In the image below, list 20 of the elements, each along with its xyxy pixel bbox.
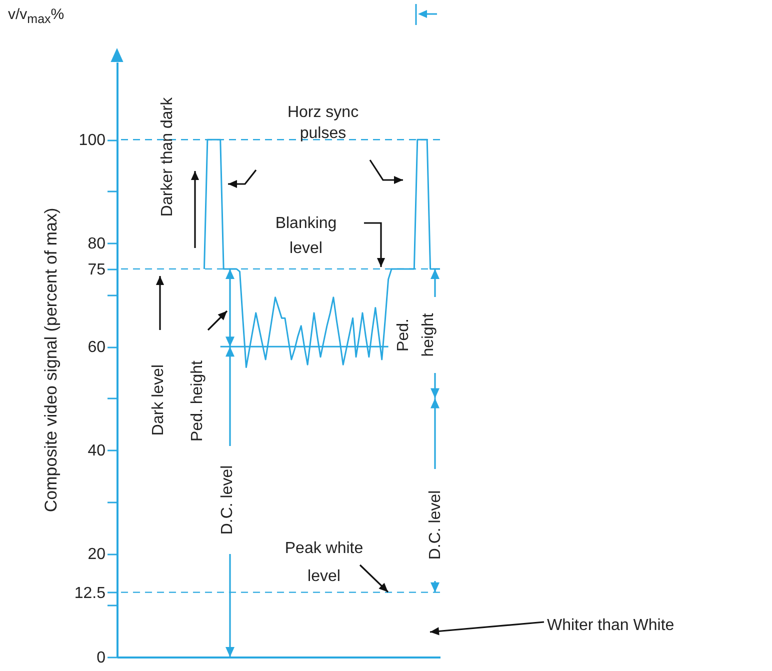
- annotation: Dark level: [150, 364, 167, 436]
- annotation: Blanking level: [275, 215, 337, 257]
- y-tick-label: 80: [88, 236, 106, 253]
- text: v/v$_{max}$%: [8, 6, 64, 26]
- annotation: D.C. level: [219, 465, 236, 535]
- annotation: Horz sync pulses: [287, 104, 359, 142]
- y-tick-label: 12.5: [74, 584, 106, 602]
- y-tick-label: 0: [96, 650, 106, 666]
- y-tick-label: 40: [88, 442, 106, 460]
- annotation: Ped. height: [395, 312, 437, 357]
- annotation: Darker than dark: [159, 96, 176, 217]
- y-tick-label: 20: [88, 546, 106, 564]
- annotation: Ped. height: [189, 360, 206, 442]
- annotation: Peak white level: [284, 540, 364, 585]
- y-tick-label: 75: [88, 261, 106, 278]
- y-axis-title: Composite video signal (percent of max): [41, 208, 60, 512]
- y-tick-label: 60: [88, 339, 106, 356]
- y-tick-label: 100: [78, 132, 106, 150]
- annotation: D.C. level: [427, 490, 444, 560]
- text: Whiter than White: [547, 617, 674, 634]
